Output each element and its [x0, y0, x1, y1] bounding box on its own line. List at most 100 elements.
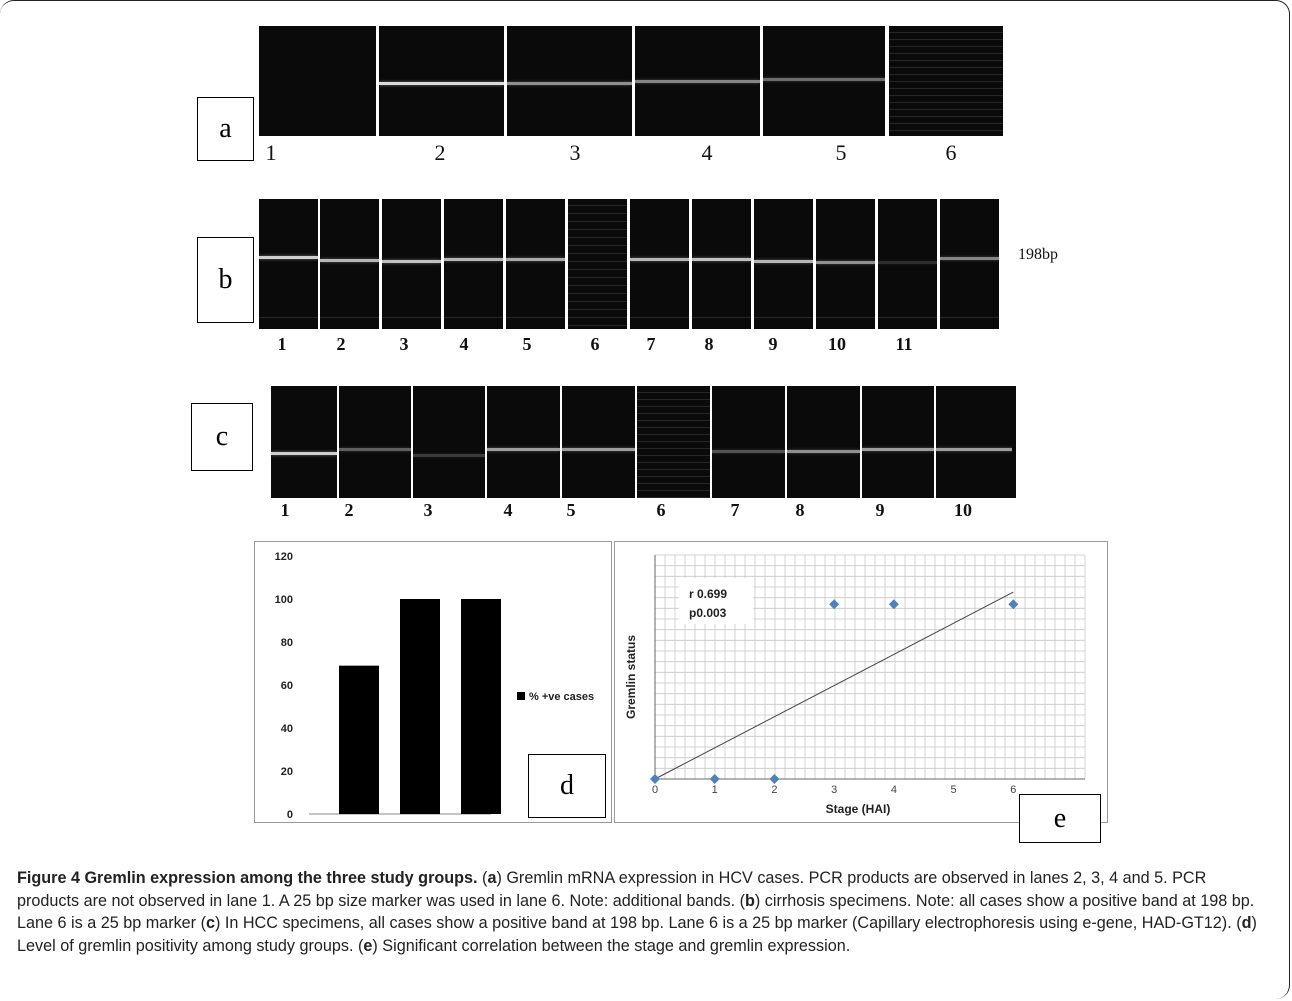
faint-band — [568, 213, 627, 214]
pcr-band — [382, 260, 441, 263]
x-tick-label: 4 — [891, 784, 897, 796]
faint-band — [568, 261, 627, 262]
caption-text-a: ) Gremlin mRNA expression in HCV cases. … — [17, 869, 1207, 910]
lane-number-a-5: 5 — [835, 140, 847, 165]
faint-band — [637, 455, 710, 456]
faint-band — [568, 245, 627, 246]
gel-lane-b-12 — [940, 199, 999, 329]
lane-number-c-6: 6 — [656, 500, 666, 520]
figure-caption: Figure 4 Gremlin expression among the th… — [17, 867, 1272, 957]
caption-text: ( — [477, 869, 488, 887]
data-point — [650, 774, 660, 784]
lane-number-b-3: 3 — [399, 334, 409, 354]
data-point — [829, 599, 840, 610]
faint-band — [940, 317, 999, 318]
faint-band — [637, 399, 710, 400]
gel-lane-c-7 — [712, 386, 785, 498]
faint-band — [878, 317, 937, 318]
gel-lane-b-4 — [444, 199, 503, 329]
faint-band — [568, 269, 627, 270]
panel-a-label: a — [197, 97, 254, 161]
faint-band — [889, 32, 1003, 33]
caption-label-c: c — [205, 914, 215, 932]
caption-label-d: d — [1241, 914, 1252, 932]
faint-band — [568, 205, 627, 206]
faint-band — [630, 317, 689, 318]
gel-lane-c-9 — [862, 386, 934, 498]
data-point — [888, 599, 899, 610]
y-tick-label: 60 — [281, 680, 293, 692]
lane-number-c-7: 7 — [730, 500, 740, 520]
gel-lane-a-5 — [763, 26, 885, 136]
lane-number-c-10: 10 — [954, 500, 972, 520]
panel-e-chart: 0 1 2 3 4 5 6 r 0.699 p0.003 Stage (HAI) Gremlin s… — [614, 541, 1108, 823]
gel-lane-c-1 — [271, 386, 337, 498]
bar — [461, 599, 501, 814]
faint-band — [889, 95, 1003, 96]
lane-number-c-4: 4 — [503, 500, 513, 520]
pcr-band — [816, 261, 875, 264]
gel-lane-c-8 — [787, 386, 860, 498]
pcr-band — [379, 82, 504, 85]
faint-band — [889, 53, 1003, 54]
pcr-band — [936, 448, 1014, 451]
lane-number-b-4: 4 — [459, 334, 469, 354]
faint-band — [637, 406, 710, 407]
data-point — [709, 774, 720, 784]
faint-band — [320, 317, 379, 318]
size-marker-label-b: 198bp — [1018, 246, 1058, 263]
gel-lane-a-1 — [259, 26, 376, 136]
pcr-band — [487, 448, 560, 451]
panel-d-chart: 020406080100120HepCirrHCC% +ve cases — [254, 541, 612, 839]
lane-number-c-3: 3 — [423, 500, 433, 520]
gel-lane-c-2 — [339, 386, 411, 498]
pcr-band — [787, 450, 860, 453]
x-tick-label: 6 — [1010, 784, 1016, 796]
x-axis-label: Stage (HAI) — [826, 802, 891, 816]
panel-d-label: d — [528, 754, 606, 818]
lane-number-b-6: 6 — [590, 334, 600, 354]
caption-label-a: a — [487, 869, 497, 887]
pcr-band — [940, 257, 999, 260]
faint-band — [816, 317, 875, 318]
pcr-band — [754, 260, 813, 263]
pcr-band — [507, 82, 632, 85]
pcr-band — [862, 448, 934, 451]
y-axis-label: Gremlin status — [624, 635, 638, 719]
lane-number-c-9: 9 — [875, 500, 885, 520]
gel-lane-b-11 — [878, 199, 937, 329]
gel-lane-a-3 — [507, 26, 632, 136]
faint-band — [444, 317, 503, 318]
lane-number-b-10: 10 — [828, 334, 846, 354]
caption-label-e: e — [363, 936, 373, 955]
pcr-band — [712, 450, 785, 453]
lane-number-c-8: 8 — [795, 500, 805, 520]
bar-chart-svg: 020406080100120HepCirrHCC% +ve cases — [275, 551, 595, 839]
scatter-chart-svg: 0 1 2 3 4 5 6 r 0.699 p0.003 Stage (HAI) Gremlin s… — [624, 554, 1086, 816]
faint-band — [637, 413, 710, 414]
x-tick-label: 1 — [712, 784, 718, 796]
lane-number-c-5: 5 — [566, 500, 576, 520]
faint-band — [889, 130, 1003, 131]
gel-lane-c-6 — [637, 386, 710, 498]
faint-band — [889, 109, 1003, 110]
faint-band — [637, 441, 710, 442]
pcr-band — [635, 80, 760, 83]
faint-band — [568, 309, 627, 310]
caption-text-b: ) cirrhosis specimens. Note: all cases s… — [17, 891, 1255, 933]
panel-e-label: e — [1019, 794, 1101, 843]
gel-lane-b-5 — [506, 199, 565, 329]
faint-band — [637, 476, 710, 477]
y-tick-label: 100 — [275, 594, 293, 606]
y-tick-label: 40 — [281, 723, 293, 735]
pcr-band — [692, 258, 751, 261]
gel-lane-c-5 — [562, 386, 635, 498]
faint-band — [754, 317, 813, 318]
lane-number-b-7: 7 — [646, 334, 656, 354]
lane-number-a-2: 2 — [434, 140, 446, 165]
pcr-band — [413, 454, 485, 457]
faint-band — [259, 317, 318, 318]
annotation-text: p0.003 — [689, 606, 727, 620]
x-tick-label: 3 — [831, 784, 837, 796]
data-point — [1008, 599, 1019, 610]
